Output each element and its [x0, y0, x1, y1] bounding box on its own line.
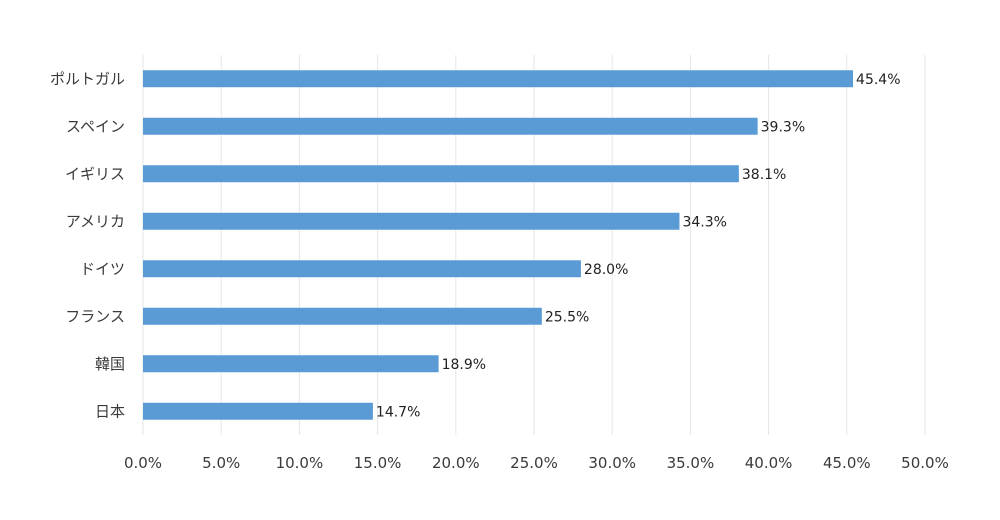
- x-tick-label: 25.0%: [510, 454, 558, 472]
- gridlines: [142, 55, 926, 435]
- x-tick-label: 45.0%: [823, 454, 871, 472]
- category-label: フランス: [65, 307, 125, 325]
- x-tick-label: 10.0%: [276, 454, 324, 472]
- data-label: 14.7%: [376, 404, 420, 420]
- data-label: 18.9%: [442, 357, 486, 373]
- x-tick-label: 20.0%: [432, 454, 480, 472]
- bar: [143, 355, 439, 373]
- data-label: 39.3%: [761, 119, 805, 135]
- category-label: スペイン: [66, 117, 125, 135]
- x-tick-label: 35.0%: [667, 454, 715, 472]
- data-label: 34.3%: [682, 214, 726, 230]
- bar: [143, 212, 680, 230]
- bar: [143, 307, 542, 325]
- x-axis-tick-labels: 0.0% 5.0% 10.0% 15.0% 20.0% 25.0% 30.0% 35.0% 40…: [124, 454, 949, 472]
- x-tick-label: 5.0%: [202, 454, 240, 472]
- x-tick-label: 50.0%: [901, 454, 949, 472]
- data-label: 38.1%: [742, 167, 786, 183]
- category-label: 韓国: [95, 355, 125, 373]
- x-tick-label: 30.0%: [588, 454, 636, 472]
- category-label: 日本: [95, 402, 125, 420]
- x-tick-label: 15.0%: [354, 454, 402, 472]
- bar: [143, 260, 581, 278]
- category-label: ポルトガル: [50, 70, 125, 88]
- data-label: 45.4%: [856, 72, 900, 88]
- x-tick-label: 0.0%: [124, 454, 162, 472]
- data-label: 28.0%: [584, 262, 628, 278]
- bar: [143, 165, 739, 183]
- data-labels: 45.4% 39.3% 38.1% 34.3% 28.0% 25.5% 18.9% 14.7%: [376, 72, 901, 421]
- bar: [143, 117, 758, 135]
- data-label: 25.5%: [545, 309, 589, 325]
- category-label: ドイツ: [80, 260, 125, 278]
- x-tick-label: 40.0%: [745, 454, 793, 472]
- bars: [143, 70, 854, 420]
- category-label: アメリカ: [66, 212, 125, 230]
- category-label: イギリス: [65, 165, 125, 183]
- bar: [143, 70, 854, 88]
- bar: [143, 402, 373, 420]
